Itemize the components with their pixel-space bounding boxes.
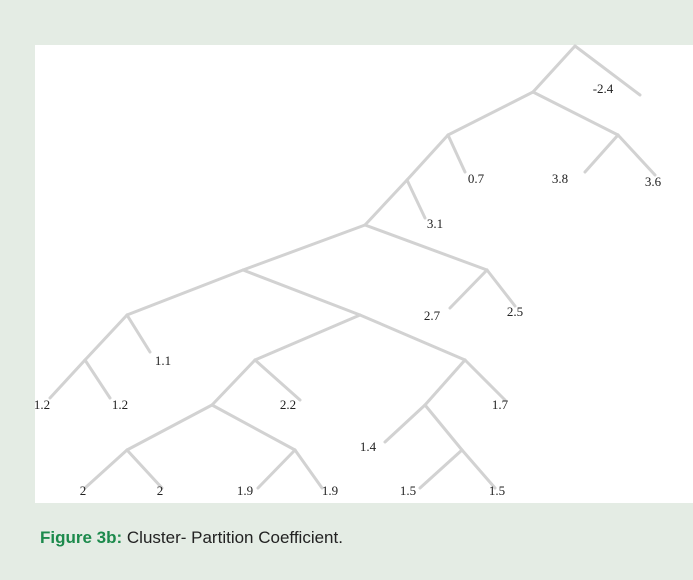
tree-edge	[583, 133, 620, 174]
tree-edge	[125, 268, 245, 317]
tree-edge	[253, 313, 362, 362]
leaf-label: 3.6	[645, 174, 662, 189]
tree-edge	[125, 313, 152, 354]
tree-edge	[210, 358, 257, 407]
tree-edge	[616, 133, 657, 177]
leaf-label: 1.9	[322, 483, 338, 498]
leaf-label: 2	[157, 483, 164, 498]
tree-edge	[423, 403, 464, 452]
tree-edge	[363, 178, 409, 227]
tree-edge	[460, 448, 497, 490]
tree-edge	[125, 448, 164, 490]
leaf-label: 2	[80, 483, 87, 498]
tree-edge	[358, 313, 467, 362]
leaf-label: 2.2	[280, 397, 296, 412]
caption-text: Cluster- Partition Coefficient.	[126, 528, 343, 547]
tree-edge	[253, 358, 302, 402]
tree-edge	[448, 268, 489, 310]
tree-edge	[418, 448, 464, 490]
leaf-label: 3.8	[552, 171, 568, 186]
tree-edge	[83, 313, 129, 362]
tree-edge	[125, 403, 214, 452]
tree-edge	[485, 268, 517, 308]
tree-edge	[383, 403, 427, 444]
tree-edge	[463, 358, 507, 402]
leaf-label: 3.1	[427, 216, 443, 231]
tree-edge	[405, 133, 450, 182]
tree-edge	[446, 133, 467, 174]
tree-edge	[210, 403, 297, 452]
leaf-label: -2.4	[593, 81, 614, 96]
tree-edge	[531, 44, 577, 94]
tree-edge	[256, 448, 297, 490]
tree-edge	[293, 448, 324, 490]
caption-label: Figure 3b:	[40, 528, 123, 547]
figure-panel	[35, 45, 693, 503]
leaf-label: 1.2	[34, 397, 50, 412]
tree-edge	[446, 90, 535, 137]
tree-edge	[241, 268, 362, 317]
leaf-label: 1.4	[360, 439, 377, 454]
leaf-label: 1.1	[155, 353, 171, 368]
tree-edge	[531, 90, 620, 137]
tree-edge	[241, 223, 367, 272]
leaf-label: 2.7	[424, 308, 441, 323]
leaf-label: 1.9	[237, 483, 253, 498]
leaf-label: 1.7	[492, 397, 509, 412]
tree-edge	[573, 44, 642, 97]
tree-edge	[423, 358, 467, 407]
leaf-label: 2.5	[507, 304, 523, 319]
tree-edge	[405, 178, 427, 220]
leaf-label: 1.5	[489, 483, 505, 498]
leaf-label: 1.5	[400, 483, 416, 498]
tree-edge	[83, 358, 112, 400]
leaf-label: 0.7	[468, 171, 485, 186]
tree-edge	[48, 358, 87, 400]
tree-edge	[83, 448, 129, 490]
caption: Figure 3b: Cluster- Partition Coefficien…	[40, 528, 343, 548]
tree-edge	[363, 223, 489, 272]
leaf-label: 1.2	[112, 397, 128, 412]
